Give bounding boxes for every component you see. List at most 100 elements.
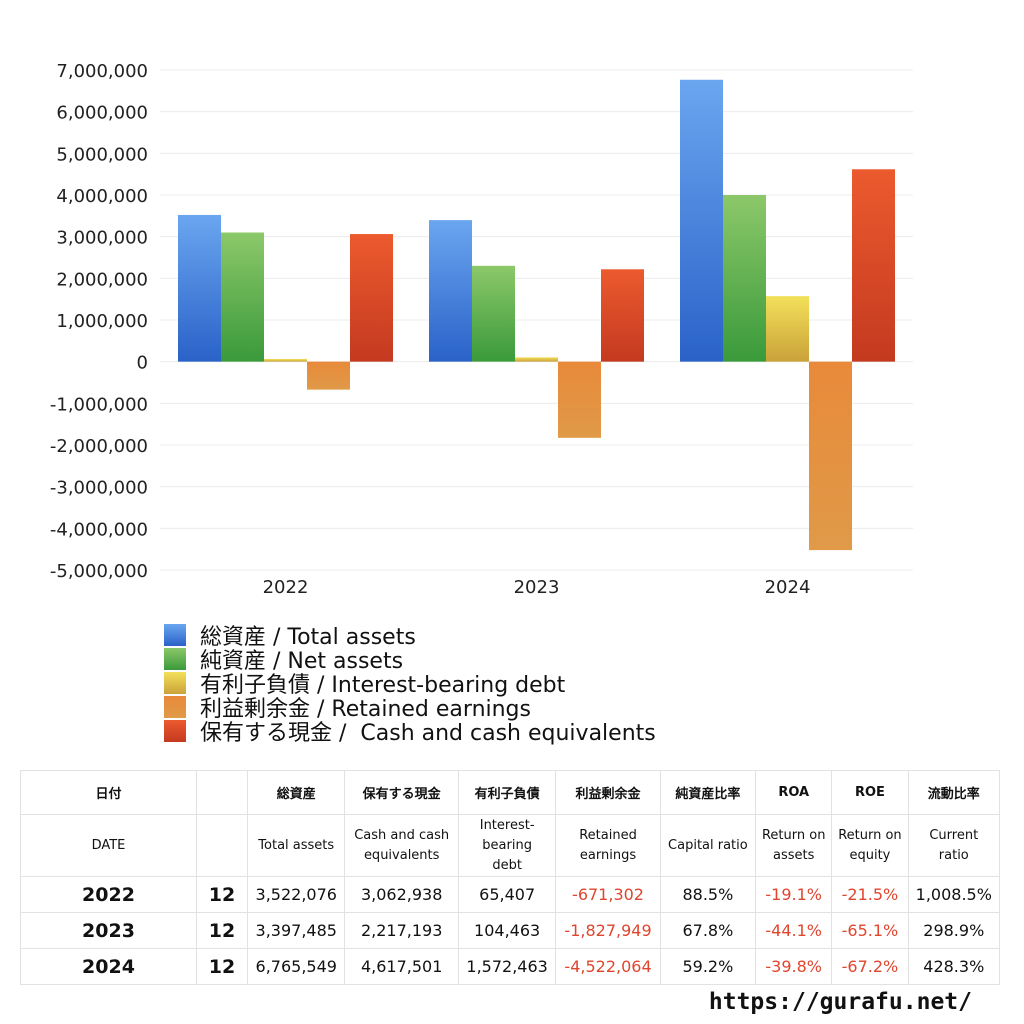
capital-ratio-cell: 67.8% (659, 912, 757, 949)
bar (515, 357, 558, 362)
total-assets-cell: 3,522,076 (246, 876, 346, 913)
month-cell: 12 (196, 948, 248, 985)
cash-cell: 2,217,193 (344, 912, 459, 949)
bar (723, 195, 766, 362)
y-tick-label: 4,000,000 (56, 186, 148, 207)
header-cell: 日付 (20, 770, 197, 815)
roe-cell: -65.1% (831, 912, 909, 949)
y-tick-label: -2,000,000 (50, 436, 148, 457)
legend-item-cash: 保有する現金 / Cash and cash equivalents (164, 719, 656, 746)
header-cell: Capital ratio (659, 814, 757, 877)
total-assets-cell: 6,765,549 (246, 948, 346, 985)
roe-cell: -67.2% (831, 948, 909, 985)
header-cell: Current ratio (907, 814, 1001, 877)
header-cell: Total assets (246, 814, 346, 877)
site-url: https://gurafu.net/ (708, 989, 972, 1015)
table-row: 2023 12 3,397,485 2,217,193 104,463 -1,8… (20, 912, 1001, 949)
bar (178, 214, 221, 362)
bar (429, 220, 472, 362)
table-row: 2022 12 3,522,076 3,062,938 65,407 -671,… (20, 876, 1001, 913)
header-cell: DATE (20, 814, 197, 877)
header-cell: 有利子負債 (457, 770, 557, 815)
financial-table: 日付 総資産 保有する現金 有利子負債 利益剰余金 純資産比率 ROA ROE … (20, 770, 1001, 985)
header-cell: Return on equity (831, 814, 909, 877)
header-cell: ROA (755, 770, 833, 815)
header-cell: 総資産 (246, 770, 346, 815)
bar (809, 361, 852, 551)
cash-cell: 3,062,938 (344, 876, 459, 913)
y-tick-label: -5,000,000 (50, 561, 148, 582)
current-ratio-cell: 1,008.5% (907, 876, 1001, 913)
retained-cell: -4,522,064 (555, 948, 661, 985)
bar (221, 232, 264, 362)
header-cell: 流動比率 (907, 770, 1001, 815)
legend-item-retained-earnings: 利益剰余金 / Retained earnings (164, 695, 656, 722)
bar (601, 269, 644, 362)
legend-label: 純資産 / Net assets (200, 649, 404, 674)
header-cell: Cash and cash equivalents (344, 814, 459, 877)
legend-swatch (164, 672, 186, 694)
header-cell: Retained earnings (555, 814, 661, 877)
bar (558, 361, 601, 438)
y-tick-label: 6,000,000 (56, 103, 148, 124)
y-tick-label: 0 (137, 353, 148, 374)
legend-swatch (164, 624, 186, 646)
total-assets-cell: 3,397,485 (246, 912, 346, 949)
roa-cell: -44.1% (755, 912, 833, 949)
header-cell (196, 814, 248, 877)
y-tick-label: 2,000,000 (56, 269, 148, 290)
x-tick-label: 2022 (263, 577, 309, 598)
roe-cell: -21.5% (831, 876, 909, 913)
current-ratio-cell: 298.9% (907, 912, 1001, 949)
bar (472, 265, 515, 362)
capital-ratio-cell: 88.5% (659, 876, 757, 913)
y-tick-label: 1,000,000 (56, 311, 148, 332)
retained-cell: -1,827,949 (555, 912, 661, 949)
bar (307, 361, 350, 390)
y-tick-label: 5,000,000 (56, 144, 148, 165)
header-cell: 純資産比率 (659, 770, 757, 815)
capital-ratio-cell: 59.2% (659, 948, 757, 985)
y-tick-label: -4,000,000 (50, 519, 148, 540)
roa-cell: -39.8% (755, 948, 833, 985)
bar (766, 296, 809, 362)
y-tick-label: -1,000,000 (50, 394, 148, 415)
bar (680, 79, 723, 362)
table-header-jp: 日付 総資産 保有する現金 有利子負債 利益剰余金 純資産比率 ROA ROE … (20, 770, 1001, 815)
cash-cell: 4,617,501 (344, 948, 459, 985)
retained-cell: -671,302 (555, 876, 661, 913)
debt-cell: 1,572,463 (457, 948, 557, 985)
bar-chart: 7,000,000 6,000,000 5,000,000 4,000,000 3,00… (50, 61, 913, 598)
header-cell: 保有する現金 (344, 770, 459, 815)
header-cell: Interest- bearing debt (457, 814, 557, 877)
legend-swatch (164, 720, 186, 742)
legend-label: 保有する現金 / Cash and cash equivalents (200, 721, 656, 746)
header-cell (196, 770, 248, 815)
y-tick-label: 7,000,000 (56, 61, 148, 82)
legend-swatch (164, 696, 186, 718)
date-cell: 2023 (20, 912, 197, 949)
table-header-en: DATE Total assets Cash and cash equivale… (20, 814, 1001, 877)
header-cell: 利益剰余金 (555, 770, 661, 815)
legend-label: 利益剰余金 / Retained earnings (200, 697, 531, 722)
bar (852, 169, 895, 362)
legend-item-net-assets: 純資産 / Net assets (164, 647, 656, 674)
date-cell: 2024 (20, 948, 197, 985)
table-row: 2024 12 6,765,549 4,617,501 1,572,463 -4… (20, 948, 1001, 985)
legend-swatch (164, 648, 186, 670)
debt-cell: 65,407 (457, 876, 557, 913)
bar (350, 234, 393, 362)
header-cell: Return on assets (755, 814, 833, 877)
legend-item-total-assets: 総資産 / Total assets (164, 623, 656, 650)
legend-item-interest-bearing-debt: 有利子負債 / Interest-bearing debt (164, 671, 656, 698)
bar (264, 358, 307, 362)
roa-cell: -19.1% (755, 876, 833, 913)
y-tick-label: 3,000,000 (56, 228, 148, 249)
legend-label: 有利子負債 / Interest-bearing debt (200, 673, 566, 698)
header-cell: ROE (831, 770, 909, 815)
current-ratio-cell: 428.3% (907, 948, 1001, 985)
chart-legend: 総資産 / Total assets 純資産 / Net assets 有利子負… (164, 623, 656, 746)
legend-label: 総資産 / Total assets (200, 625, 416, 650)
x-tick-label: 2024 (765, 577, 811, 598)
month-cell: 12 (196, 912, 248, 949)
